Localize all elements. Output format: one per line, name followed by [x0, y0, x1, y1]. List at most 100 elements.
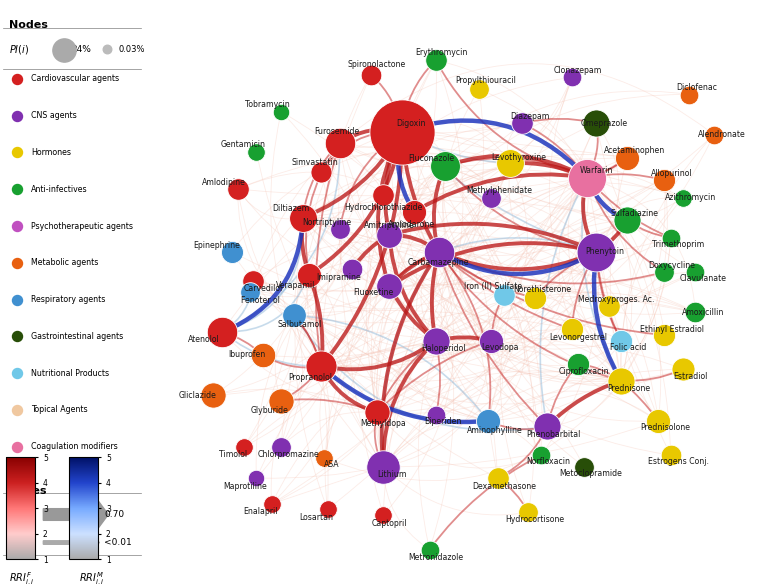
Point — [615, 336, 627, 345]
Point — [334, 138, 346, 148]
FancyArrowPatch shape — [391, 253, 436, 284]
FancyArrowPatch shape — [293, 220, 303, 312]
FancyArrowPatch shape — [386, 194, 624, 220]
FancyArrowPatch shape — [405, 120, 585, 176]
FancyArrowPatch shape — [379, 182, 663, 411]
FancyArrowPatch shape — [610, 160, 627, 378]
FancyArrowPatch shape — [494, 342, 619, 366]
FancyArrowPatch shape — [598, 255, 670, 453]
FancyArrowPatch shape — [597, 126, 626, 218]
FancyArrowPatch shape — [598, 254, 627, 378]
Point — [522, 507, 535, 517]
FancyArrowPatch shape — [382, 254, 437, 464]
FancyArrowPatch shape — [491, 422, 545, 429]
Text: Carbamazepine: Carbamazepine — [408, 258, 469, 267]
Text: Alendronate: Alendronate — [697, 130, 745, 139]
FancyArrowPatch shape — [324, 329, 569, 366]
FancyArrowPatch shape — [305, 219, 575, 363]
FancyArrowPatch shape — [441, 253, 662, 335]
Point — [572, 359, 584, 369]
FancyArrowPatch shape — [493, 296, 606, 338]
FancyArrowPatch shape — [439, 338, 488, 340]
FancyArrowPatch shape — [379, 342, 488, 410]
Text: Doxycycline: Doxycycline — [648, 260, 695, 270]
Text: $PI(i)$: $PI(i)$ — [8, 43, 29, 56]
Point — [423, 545, 435, 554]
FancyArrowPatch shape — [598, 197, 680, 249]
FancyArrowPatch shape — [537, 180, 588, 296]
Text: Gentamicin: Gentamicin — [220, 140, 266, 150]
FancyArrowPatch shape — [327, 383, 620, 481]
FancyArrowPatch shape — [340, 133, 399, 227]
FancyArrowPatch shape — [392, 214, 413, 234]
FancyArrowPatch shape — [296, 317, 320, 364]
FancyArrowPatch shape — [491, 241, 670, 420]
Point — [58, 45, 70, 54]
FancyArrowPatch shape — [441, 158, 625, 251]
Point — [383, 281, 396, 291]
FancyArrowPatch shape — [437, 62, 584, 177]
FancyArrowPatch shape — [448, 167, 668, 237]
FancyArrowPatch shape — [491, 297, 525, 419]
Point — [621, 216, 634, 225]
FancyArrowPatch shape — [260, 467, 380, 478]
FancyArrowPatch shape — [442, 91, 490, 338]
FancyArrowPatch shape — [491, 183, 665, 420]
FancyArrowPatch shape — [482, 90, 632, 378]
FancyArrowPatch shape — [256, 281, 386, 291]
Point — [683, 90, 695, 99]
Point — [498, 290, 510, 300]
FancyArrowPatch shape — [582, 180, 620, 378]
Point — [275, 107, 287, 116]
FancyArrow shape — [43, 497, 108, 532]
Point — [485, 193, 498, 202]
FancyArrowPatch shape — [500, 479, 527, 510]
FancyArrowPatch shape — [343, 134, 399, 147]
Point — [275, 396, 287, 405]
FancyArrowPatch shape — [405, 132, 445, 164]
Text: Lithium: Lithium — [377, 470, 406, 479]
FancyArrowPatch shape — [284, 399, 374, 411]
Text: Timolol: Timolol — [219, 450, 247, 459]
FancyArrowPatch shape — [296, 316, 486, 419]
Point — [658, 267, 670, 277]
FancyArrowPatch shape — [379, 415, 388, 464]
FancyArrowPatch shape — [224, 169, 584, 330]
FancyArrowPatch shape — [432, 255, 438, 338]
FancyArrowPatch shape — [431, 456, 538, 547]
FancyArrowPatch shape — [265, 356, 319, 367]
Point — [11, 442, 23, 451]
FancyArrowPatch shape — [296, 317, 320, 364]
Point — [664, 233, 677, 242]
Point — [658, 331, 670, 340]
Point — [658, 176, 670, 185]
FancyArrowPatch shape — [441, 183, 680, 250]
Point — [708, 130, 720, 140]
FancyArrowPatch shape — [283, 166, 509, 399]
FancyArrowPatch shape — [386, 180, 587, 465]
FancyArrowPatch shape — [321, 78, 569, 364]
Point — [226, 247, 238, 256]
FancyArrowPatch shape — [225, 220, 303, 331]
FancyArrowPatch shape — [310, 277, 382, 464]
FancyArrowPatch shape — [305, 220, 618, 381]
Point — [439, 161, 451, 171]
FancyArrowPatch shape — [386, 422, 656, 467]
FancyArrowPatch shape — [324, 342, 488, 367]
FancyArrowPatch shape — [403, 62, 435, 129]
Text: Acetaminophen: Acetaminophen — [604, 146, 665, 155]
Text: Nodes: Nodes — [8, 20, 48, 30]
FancyArrowPatch shape — [390, 95, 687, 284]
Text: $RRI^F_{i,j}$: $RRI^F_{i,j}$ — [8, 571, 35, 584]
FancyArrowPatch shape — [306, 134, 400, 217]
FancyArrowPatch shape — [442, 253, 594, 274]
FancyArrowPatch shape — [437, 253, 594, 412]
Text: Enalapril: Enalapril — [243, 507, 278, 516]
Text: Diazepam: Diazepam — [510, 112, 549, 121]
FancyArrowPatch shape — [296, 316, 386, 464]
Point — [346, 265, 359, 274]
FancyArrowPatch shape — [306, 164, 508, 217]
FancyArrowPatch shape — [505, 221, 624, 293]
Point — [603, 302, 615, 311]
FancyArrowPatch shape — [256, 282, 486, 419]
